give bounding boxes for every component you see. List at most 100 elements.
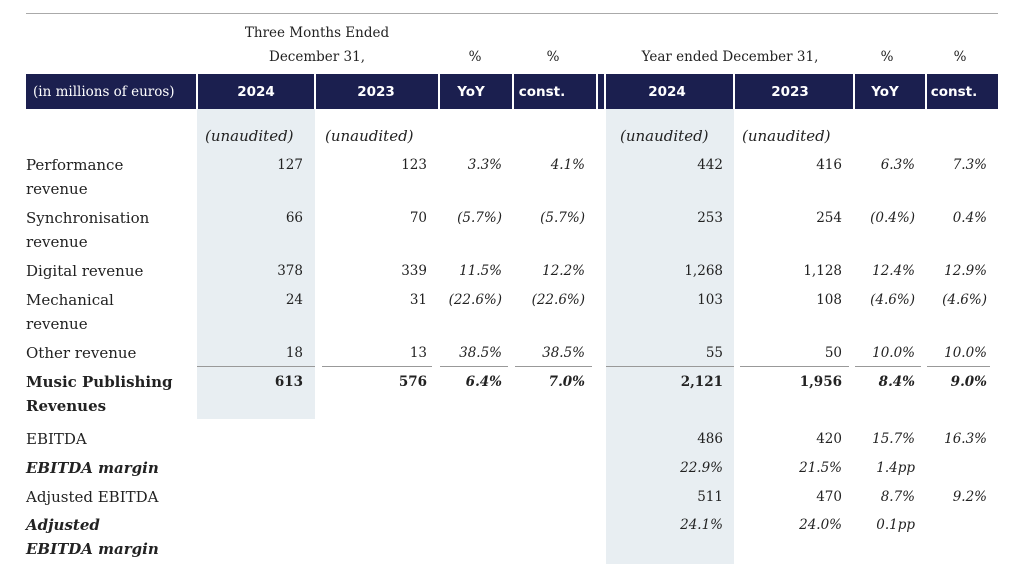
header-separator — [196, 74, 198, 109]
cell: 7.0% — [548, 374, 585, 390]
group-title: Year ended December 31, — [641, 49, 819, 65]
cell: 24.1% — [680, 517, 723, 533]
cell: 511 — [697, 489, 723, 505]
cell: 1,268 — [684, 263, 723, 279]
header-separator — [314, 74, 316, 109]
percent-label: % — [880, 49, 894, 65]
total-rule — [855, 366, 921, 367]
cell: 4.1% — [550, 157, 585, 173]
unaudited-note: (unaudited) — [620, 127, 709, 145]
cell: 9.2% — [952, 489, 987, 505]
cell: 8.4% — [878, 374, 915, 390]
header-separator — [604, 74, 606, 109]
cell: 10.0% — [944, 345, 987, 361]
total-rule — [440, 366, 508, 367]
cell: 55 — [705, 345, 723, 361]
cell: 31 — [409, 292, 427, 308]
header-cell: 2023 — [357, 84, 395, 100]
cell: 12.2% — [542, 263, 585, 279]
total-rule — [515, 366, 592, 367]
row-label: revenue — [26, 315, 88, 333]
header-separator — [512, 74, 514, 109]
cell: 420 — [816, 431, 842, 447]
header-cell: 2024 — [648, 84, 686, 100]
cell: 24 — [285, 292, 303, 308]
row-label: Music Publishing — [26, 373, 173, 391]
cell: 12.9% — [944, 263, 987, 279]
row-label: Mechanical — [26, 291, 114, 309]
cell: 16.3% — [944, 431, 987, 447]
total-rule — [606, 366, 734, 367]
cell: 18 — [285, 345, 303, 361]
total-rule — [197, 366, 315, 367]
row-label: revenue — [26, 180, 88, 198]
cell: 486 — [697, 431, 723, 447]
row-label: Adjusted — [26, 516, 100, 534]
unaudited-note: (unaudited) — [742, 127, 831, 145]
cell: 470 — [816, 489, 842, 505]
row-label: Revenues — [26, 397, 107, 415]
header-separator — [925, 74, 927, 109]
cell: 339 — [401, 263, 427, 279]
unaudited-note: (unaudited) — [325, 127, 414, 145]
header-separator — [438, 74, 440, 109]
header-cell: YoY — [457, 84, 485, 100]
cell: 66 — [285, 210, 303, 226]
header-separator — [853, 74, 855, 109]
cell: (22.6%) — [531, 292, 585, 308]
cell: 0.1pp — [876, 517, 915, 533]
cell: 8.7% — [880, 489, 915, 505]
cell: 50 — [824, 345, 842, 361]
cell: 38.5% — [542, 345, 585, 361]
row-label: Other revenue — [26, 344, 137, 362]
cell: 24.0% — [799, 517, 842, 533]
row-label: Digital revenue — [26, 262, 144, 280]
cell: 13 — [409, 345, 427, 361]
header-cell: const. — [930, 84, 978, 100]
cell: 21.5% — [799, 460, 842, 476]
percent-label: % — [953, 49, 967, 65]
cell: 6.3% — [880, 157, 915, 173]
cell: 108 — [816, 292, 842, 308]
cell: 70 — [409, 210, 427, 226]
row-label: revenue — [26, 233, 88, 251]
cell: 15.7% — [872, 431, 915, 447]
cell: (4.6%) — [942, 292, 987, 308]
total-rule — [927, 366, 990, 367]
cell: (4.6%) — [870, 292, 915, 308]
row-label: Synchronisation — [26, 209, 150, 227]
cell: 416 — [816, 157, 842, 173]
row-label: EBITDA — [26, 430, 87, 448]
cell: 22.9% — [680, 460, 723, 476]
cell: (5.7%) — [457, 210, 502, 226]
cell: (0.4%) — [870, 210, 915, 226]
cell: 576 — [398, 374, 427, 390]
percent-label: % — [468, 49, 482, 65]
top-rule — [26, 13, 998, 14]
header-separator — [733, 74, 735, 109]
cell: 127 — [277, 157, 303, 173]
row-label: Adjusted EBITDA — [26, 488, 159, 506]
unaudited-note: (unaudited) — [205, 127, 294, 145]
row-label: EBITDA margin — [26, 459, 159, 477]
header-cell: YoY — [871, 84, 899, 100]
cell: 442 — [697, 157, 723, 173]
total-rule — [322, 366, 432, 367]
cell: 10.0% — [872, 345, 915, 361]
cell: 9.0% — [950, 374, 987, 390]
cell: 1,128 — [803, 263, 842, 279]
cell: 3.3% — [467, 157, 502, 173]
cell: 123 — [401, 157, 427, 173]
row-label: Performance — [26, 156, 124, 174]
row-label: EBITDA margin — [26, 540, 159, 558]
cell: 613 — [274, 374, 303, 390]
cell: 11.5% — [459, 263, 502, 279]
percent-label: % — [546, 49, 560, 65]
cell: 2,121 — [680, 374, 723, 390]
group-title: December 31, — [268, 49, 366, 65]
group-title: Three Months Ended — [244, 25, 390, 41]
header-cell: 2024 — [237, 84, 275, 100]
cell: 254 — [816, 210, 842, 226]
cell: 253 — [697, 210, 723, 226]
